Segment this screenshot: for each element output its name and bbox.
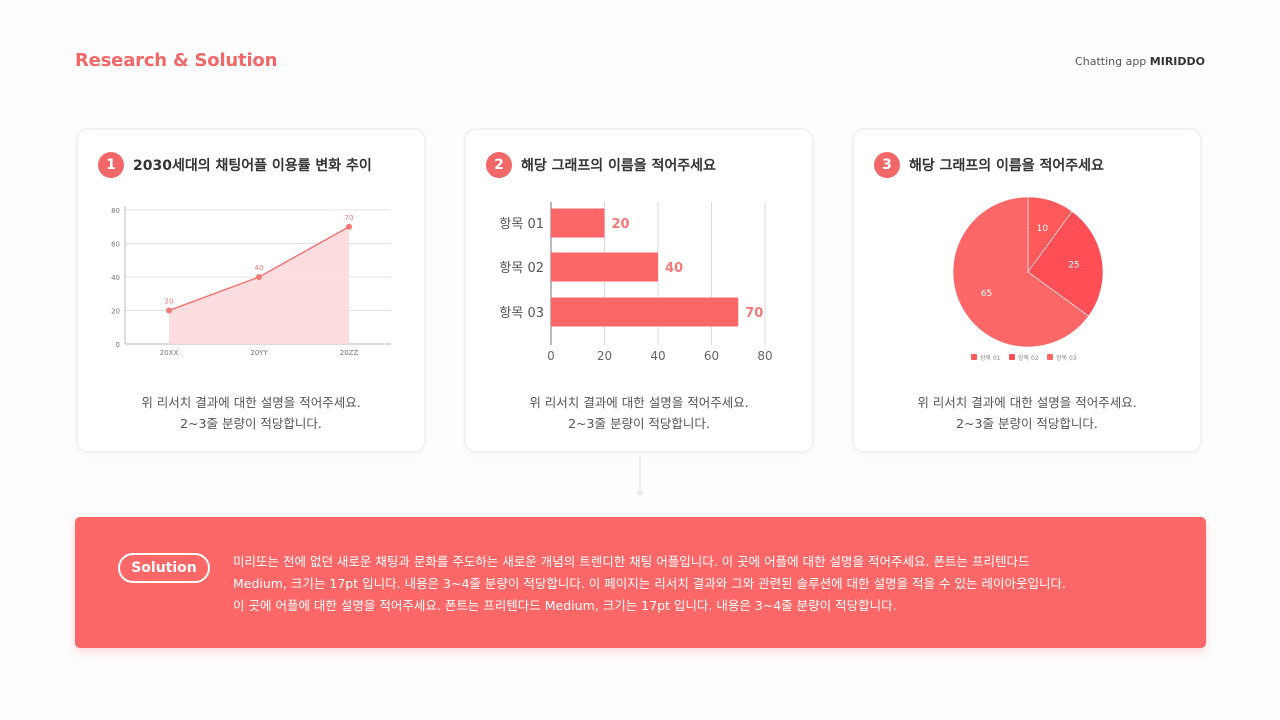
data-label: 10 (1037, 224, 1049, 234)
data-label: 40 (665, 261, 683, 276)
card-number-badge: 1 (98, 152, 124, 178)
y-tick-label: 항목 02 (499, 261, 544, 276)
pie-slice (1027, 210, 1104, 317)
data-point (346, 223, 352, 230)
data-label: 20 (612, 217, 630, 232)
data-label: 65 (981, 289, 992, 299)
card-number-badge: 2 (486, 152, 512, 178)
card-desc-line-1: 위 리서치 결과에 대한 설명을 적어주세요. (917, 395, 1137, 410)
solution-line-3: 이 곳에 어플에 대한 설명을 적어주세요. 폰트는 프리텐다드 Medium,… (233, 598, 897, 613)
x-tick-label: 80 (757, 349, 772, 363)
y-tick-label: 0 (116, 341, 120, 349)
solution-line-2: Medium, 크기는 17pt 입니다. 내용은 3~4줄 분량이 적당합니다… (233, 576, 1066, 591)
card-title: 해당 그래프의 이름을 적어주세요 (909, 158, 1104, 174)
x-tick-label: 20 (597, 349, 612, 363)
x-tick-label: 0 (547, 349, 555, 363)
card-number-badge: 3 (874, 152, 900, 178)
solution-panel: Solution 미리또는 전에 없던 새로운 채팅과 문화를 주도하는 새로운… (75, 517, 1206, 648)
data-label: 70 (345, 214, 354, 222)
y-tick-label: 60 (111, 241, 120, 249)
series-area (169, 226, 349, 344)
pie-chart: 10 25 65 항목 01 항목 02 항목 03 (952, 196, 1104, 362)
x-tick-label: 20ZZ (340, 349, 359, 357)
bar (551, 252, 658, 282)
connector-line (639, 455, 641, 493)
page-title: Research & Solution (75, 50, 278, 71)
card-desc-line-2: 2~3줄 분량이 적당합니다. (180, 416, 322, 431)
card-desc-line-1: 위 리서치 결과에 대한 설명을 적어주세요. (141, 395, 361, 410)
brand-prefix: Chatting app (1075, 55, 1150, 68)
legend-swatch (971, 354, 977, 360)
legend-label: 항목 01 (980, 354, 1001, 362)
card-title: 해당 그래프의 이름을 적어주세요 (521, 158, 716, 174)
data-point (166, 307, 172, 314)
card-description: 위 리서치 결과에 대한 설명을 적어주세요. 2~3줄 분량이 적당합니다. (78, 392, 424, 434)
solution-badge: Solution (118, 553, 210, 583)
brand-name: MIRIDDO (1149, 55, 1205, 68)
pie-slice (952, 196, 1090, 348)
y-tick-label: 항목 03 (499, 306, 544, 321)
card-description: 위 리서치 결과에 대한 설명을 적어주세요. 2~3줄 분량이 적당합니다. (854, 392, 1200, 434)
bar (551, 208, 605, 238)
y-tick-label: 80 (111, 207, 120, 215)
legend-label: 항목 03 (1056, 354, 1077, 362)
connector-dot (637, 490, 643, 496)
x-tick-label: 60 (704, 349, 719, 363)
x-tick-label: 20YY (250, 349, 268, 357)
research-card-3: 3 해당 그래프의 이름을 적어주세요 10 25 65 항목 01 항목 02 항목 0… (852, 128, 1202, 453)
solution-line-1: 미리또는 전에 없던 새로운 채팅과 문화를 주도하는 새로운 개념의 트렌디한… (233, 554, 1030, 569)
research-card-2: 2 해당 그래프의 이름을 적어주세요 0 20 40 60 80 항목 01 20 항목 0… (464, 128, 814, 453)
legend-swatch (1009, 354, 1015, 360)
data-label: 20 (165, 298, 174, 306)
y-tick-label: 항목 01 (499, 217, 544, 232)
data-point (256, 274, 262, 280)
card-desc-line-2: 2~3줄 분량이 적당합니다. (568, 416, 710, 431)
card-desc-line-1: 위 리서치 결과에 대한 설명을 적어주세요. (529, 395, 749, 410)
x-tick-label: 20XX (160, 349, 179, 357)
card-header: 1 2030세대의 채팅어플 이용률 변화 추이 (98, 152, 372, 178)
horizontal-bar-chart: 0 20 40 60 80 항목 01 20 항목 02 40 항목 03 70 (499, 202, 773, 363)
line-area-chart: 0 20 40 60 80 20 40 70 20XX 20YY 20ZZ (111, 206, 391, 357)
research-card-1: 1 2030세대의 채팅어플 이용률 변화 추이 0 20 40 60 80 20 40 70… (76, 128, 426, 453)
legend-swatch (1047, 354, 1053, 360)
data-label: 40 (255, 264, 264, 272)
x-tick-label: 40 (650, 349, 665, 363)
card-header: 2 해당 그래프의 이름을 적어주세요 (486, 152, 716, 178)
y-tick-label: 20 (111, 308, 120, 316)
card-desc-line-2: 2~3줄 분량이 적당합니다. (956, 416, 1098, 431)
solution-text: 미리또는 전에 없던 새로운 채팅과 문화를 주도하는 새로운 개념의 트렌디한… (233, 551, 1183, 617)
card-title: 2030세대의 채팅어플 이용률 변화 추이 (133, 158, 372, 174)
card-header: 3 해당 그래프의 이름을 적어주세요 (874, 152, 1104, 178)
data-label: 25 (1068, 261, 1079, 271)
y-tick-label: 40 (111, 274, 120, 282)
data-label: 70 (745, 306, 763, 321)
legend-label: 항목 02 (1018, 354, 1039, 362)
card-description: 위 리서치 결과에 대한 설명을 적어주세요. 2~3줄 분량이 적당합니다. (466, 392, 812, 434)
brand-label: Chatting app MIRIDDO (1075, 55, 1205, 68)
bar (551, 297, 739, 327)
